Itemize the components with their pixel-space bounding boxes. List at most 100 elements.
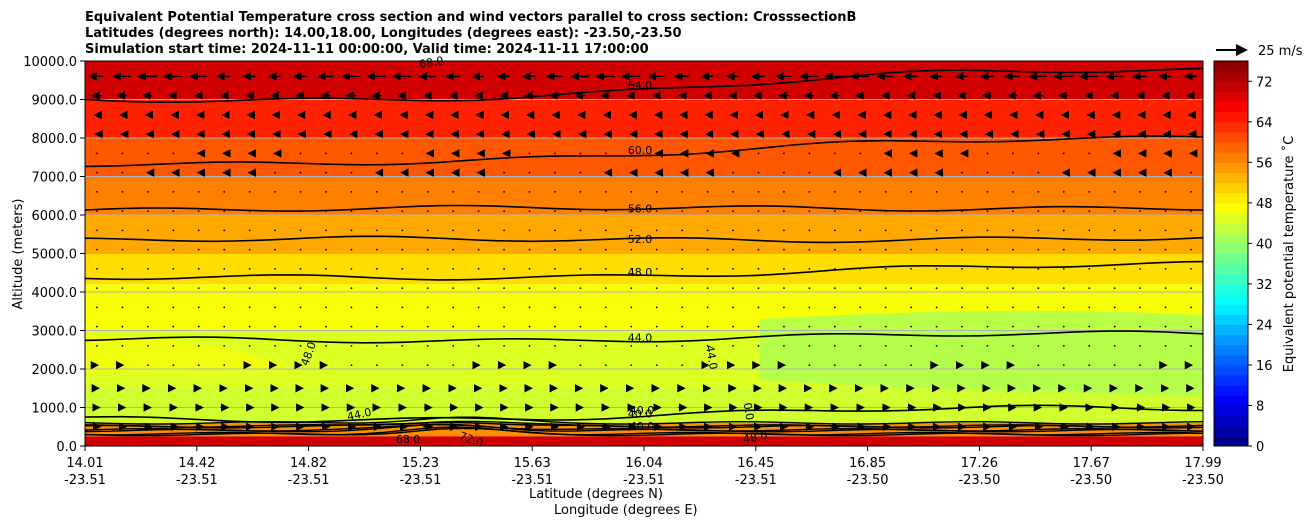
wind-vector-dot (1164, 268, 1167, 270)
wind-vector-dot (121, 345, 124, 347)
wind-vector-dot (528, 210, 531, 213)
wind-vector-dot (706, 229, 709, 232)
x-axis-label-longitude: Longitude (degrees E) (554, 503, 698, 518)
wind-vector-dot (528, 306, 531, 309)
wind-vector-dot (350, 152, 353, 155)
wind-vector-dot (146, 325, 149, 328)
wind-vector-dot (808, 210, 811, 213)
colorbar-frame (1213, 60, 1249, 447)
colorbar-step (1214, 131, 1248, 143)
wind-vector-dot (732, 287, 734, 290)
wind-vector-dot (426, 268, 429, 270)
y-tick-label: 2000.0 (32, 363, 78, 378)
wind-vector-dot (910, 248, 913, 251)
contour-label-56.0: 56.0 (628, 202, 653, 215)
wind-vector-dot (1088, 306, 1091, 309)
wind-vector-dot (833, 325, 836, 328)
wind-vector-dot (732, 191, 734, 193)
wind-vector-dot (833, 152, 836, 155)
wind-vector-dot (1164, 191, 1167, 193)
wind-vector-dot (375, 306, 378, 309)
wind-vector-dot (1190, 345, 1192, 347)
wind-vector-dot (1164, 248, 1167, 251)
wind-vector-dot (910, 210, 913, 213)
wind-vector-dot (783, 191, 785, 193)
x-tick-label-lat: 14.42 (178, 456, 215, 471)
wind-vector-dot (172, 364, 175, 367)
wind-vector-dot (1139, 306, 1142, 309)
wind-vector-dot (833, 210, 836, 213)
wind-vector-dot (986, 152, 989, 155)
wind-vector-dot (681, 248, 684, 251)
wind-vector-dot (96, 287, 98, 290)
wind-vector-dot (350, 171, 353, 174)
wind-vector-dot (146, 268, 149, 270)
chart-title-line-1: Equivalent Potential Temperature cross s… (85, 10, 856, 25)
wind-vector-dot (859, 210, 862, 213)
wind-vector-dot (223, 306, 226, 309)
wind-vector-dot (1113, 364, 1116, 367)
wind-vector-dot (1012, 210, 1014, 213)
wind-vector-dot (732, 306, 734, 309)
wind-vector-dot (884, 287, 887, 290)
wind-vector-dot (808, 248, 811, 251)
wind-vector-dot (503, 171, 505, 174)
wind-vector-dot (630, 152, 633, 155)
wind-vector-dot (833, 345, 836, 347)
wind-vector-dot (706, 325, 709, 328)
colorbar: 0 8 16 24 32 40 48 56 64 72 Equivalent potential … (1213, 60, 1297, 455)
wind-vector-dot (910, 268, 913, 270)
wind-vector-dot (1088, 229, 1091, 232)
wind-vector-dot (808, 345, 811, 347)
wind-vector-dot (96, 268, 98, 270)
wind-vector-dot (655, 229, 658, 232)
wind-vector-dot (859, 268, 862, 270)
wind-vector-dot (910, 287, 913, 290)
wind-vector-dot (1088, 191, 1091, 193)
wind-vector-dot (172, 325, 175, 328)
wind-vector-dot (579, 364, 582, 367)
y-tick-label: 7000.0 (32, 171, 78, 186)
wind-vector-dot (299, 229, 302, 232)
wind-vector-dot (146, 191, 149, 193)
colorbar-steps (1214, 61, 1248, 447)
wind-vector-dot (706, 210, 709, 213)
wind-vector-dot (1062, 210, 1065, 213)
wind-vector-dot (503, 306, 505, 309)
wind-vector-dot (1012, 171, 1014, 174)
wind-vector-dot (528, 345, 531, 347)
field-warm-region (85, 334, 290, 373)
wind-vector-dot (172, 268, 175, 270)
colorbar-tick-label: 32 (1256, 278, 1273, 293)
wind-vector-dot (808, 306, 811, 309)
wind-vector-dot (655, 306, 658, 309)
wind-vector-dot (223, 364, 226, 367)
wind-vector-dot (681, 306, 684, 309)
wind-vector-dot (299, 287, 302, 290)
colorbar-step (1214, 142, 1248, 153)
wind-vector-dot (426, 306, 429, 309)
wind-vector-dot (757, 325, 760, 328)
wind-vector-dot (859, 152, 862, 155)
x-tick-label-lat: 16.85 (849, 456, 886, 471)
wind-vector-dot (604, 248, 607, 251)
wind-vector-dot (426, 287, 429, 290)
wind-vector-dot (350, 248, 353, 251)
wind-vector-dot (783, 306, 785, 309)
wind-vector-dot (1088, 248, 1091, 251)
wind-vector-dot (426, 191, 429, 193)
colorbar-step (1214, 344, 1248, 356)
wind-vector-dot (96, 229, 98, 232)
wind-vector-dot (350, 210, 353, 213)
wind-vector-dot (604, 306, 607, 309)
colorbar-tick-label: 64 (1256, 116, 1273, 131)
wind-vector-dot (604, 268, 607, 270)
wind-vector-dot (1062, 248, 1065, 251)
wind-vector-dot (248, 345, 251, 347)
wind-vector-dot (935, 325, 938, 328)
wind-vector-dot (1088, 364, 1091, 367)
wind-vector-dot (299, 171, 302, 174)
wind-vector-dot (452, 364, 455, 367)
wind-vector-dot (1190, 287, 1192, 290)
wind-vector-dot (172, 345, 175, 347)
